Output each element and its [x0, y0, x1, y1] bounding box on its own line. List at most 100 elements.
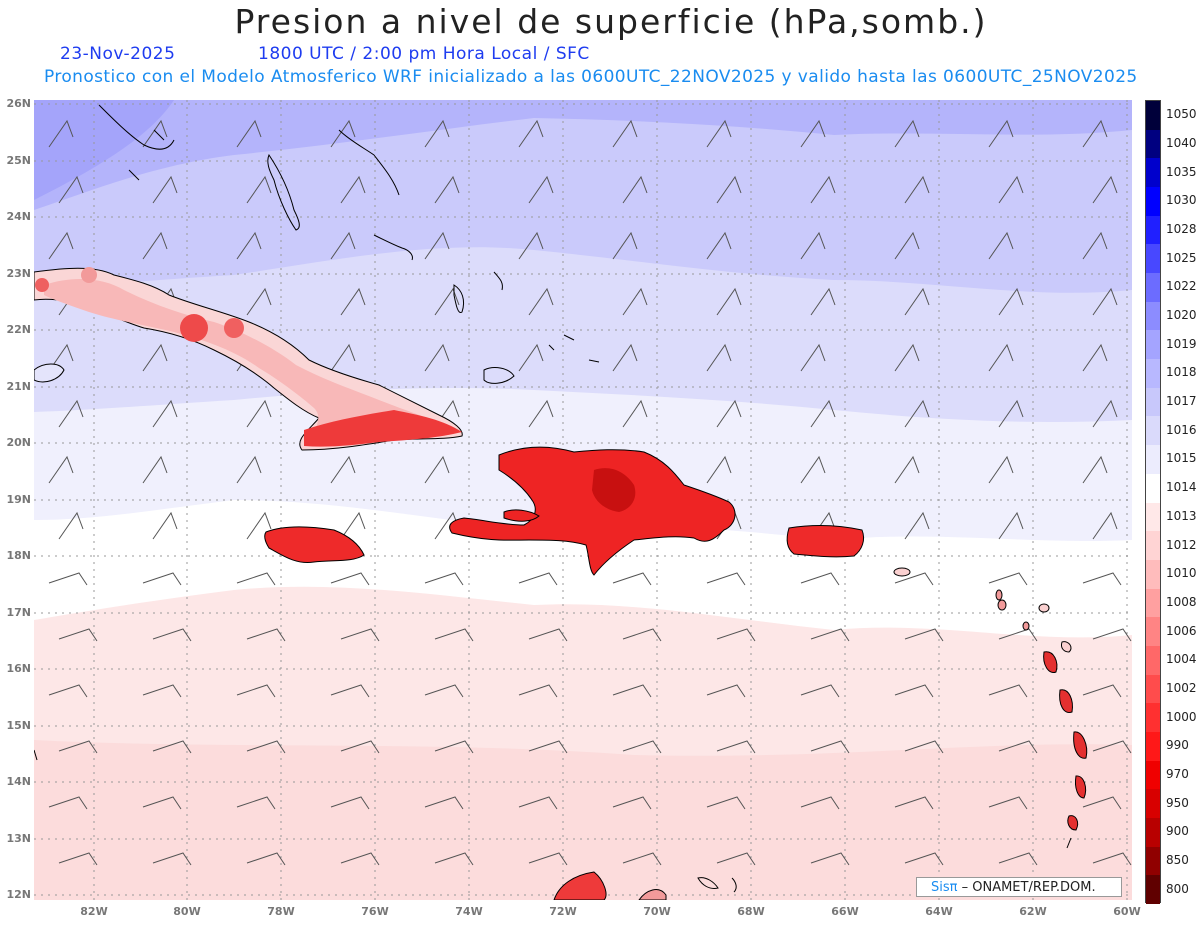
wind-barb [246, 511, 272, 540]
colorbar-segment [1146, 473, 1160, 503]
pressure-band-1018 [34, 100, 1132, 210]
wind-barb [424, 796, 464, 810]
colorbar-segment [1146, 789, 1160, 819]
wind-barb [810, 287, 836, 316]
wind-barb [434, 628, 474, 642]
wind-barb [716, 852, 756, 866]
wind-barb [518, 572, 558, 586]
lon-label: 64W [925, 905, 953, 918]
wind-barb [1082, 796, 1122, 810]
colorbar-level-label: 1018 [1166, 365, 1197, 380]
wind-barb [998, 740, 1038, 754]
wind-barb [330, 231, 356, 260]
wind-barb [152, 628, 192, 642]
lat-label: 21N [6, 380, 31, 393]
wind-barb [48, 343, 74, 372]
lesser-antilles [893, 567, 1088, 849]
colorbar-segment [1146, 158, 1160, 188]
colorbar-level-label: 1016 [1166, 422, 1197, 437]
wind-barb [1092, 175, 1118, 204]
wind-barb [894, 684, 934, 698]
colorbar-segment [1146, 617, 1160, 647]
wind-barb [58, 511, 84, 540]
colorbar-segment [1146, 187, 1160, 217]
colorbar-level-label: 950 [1166, 795, 1189, 810]
wind-barb [142, 119, 168, 148]
colorbar-segment [1146, 273, 1160, 303]
colorbar-level-label: 1013 [1166, 508, 1197, 523]
lon-label: 60W [1113, 905, 1141, 918]
colorbar-level-label: 1017 [1166, 394, 1197, 409]
lat-label: 20N [6, 436, 31, 449]
wind-barb [1082, 119, 1108, 148]
wind-barb [810, 740, 850, 754]
wind-barb [340, 740, 380, 754]
wind-barb [622, 399, 648, 428]
wind-barb [340, 628, 380, 642]
wind-barb [330, 119, 356, 148]
wind-barb [434, 740, 474, 754]
pressure-band-1012 [34, 740, 1132, 900]
wind-barb [810, 852, 850, 866]
wind-barb [706, 119, 732, 148]
wind-barb [622, 175, 648, 204]
wind-barb [1082, 231, 1108, 260]
lon-label: 74W [455, 905, 483, 918]
wind-barb [48, 119, 74, 148]
forecast-date: 23-Nov-2025 [60, 44, 176, 64]
wind-barb [894, 119, 920, 148]
colorbar-level-label: 1000 [1166, 709, 1197, 724]
lat-label: 19N [6, 493, 31, 506]
colorbar-level-label: 1022 [1166, 279, 1197, 294]
wind-barb [236, 572, 276, 586]
wind-barb [904, 511, 930, 540]
wind-barb [424, 119, 450, 148]
pressure-map-canvas [34, 100, 1132, 900]
wind-barb [612, 343, 638, 372]
map-title: Presion a nivel de superficie (hPa,somb.… [234, 2, 988, 41]
wind-barb [518, 119, 544, 148]
wind-barb [998, 852, 1038, 866]
wind-barb [528, 175, 554, 204]
wind-barb [706, 231, 732, 260]
lon-label: 82W [80, 905, 108, 918]
colorbar-level-label: 800 [1166, 881, 1189, 896]
lat-label: 25N [6, 154, 31, 167]
wind-barb [1082, 343, 1108, 372]
wind-barb [58, 399, 84, 428]
hispaniola-island [449, 446, 736, 576]
wind-barb [894, 796, 934, 810]
wind-barb [152, 740, 192, 754]
wind-barb [904, 287, 930, 316]
colorbar-segment [1146, 502, 1160, 532]
colorbar-level-label: 990 [1166, 738, 1189, 753]
wind-barb [330, 343, 356, 372]
wind-barb [988, 231, 1014, 260]
colorbar-segment [1146, 301, 1160, 331]
wind-barb [800, 343, 826, 372]
colorbar-segment [1146, 101, 1160, 131]
wind-barb [518, 796, 558, 810]
wind-barb [706, 572, 746, 586]
wind-barb [904, 740, 944, 754]
wind-barb [236, 119, 262, 148]
colorbar-level-label: 1020 [1166, 308, 1197, 323]
wind-barb [612, 119, 638, 148]
colorbar-level-label: 1030 [1166, 193, 1197, 208]
wind-barb [800, 796, 840, 810]
wind-barb [58, 852, 98, 866]
colorbar-level-label: 1050 [1166, 107, 1197, 122]
colorbar-level-label: 1014 [1166, 480, 1197, 495]
wind-barb [612, 231, 638, 260]
wind-barb [998, 399, 1024, 428]
wind-barb [236, 684, 276, 698]
wind-barb [58, 628, 98, 642]
colorbar-segment [1146, 588, 1160, 618]
wind-barb [48, 796, 88, 810]
wind-barb [1082, 455, 1108, 484]
colorbar-level-label: 1035 [1166, 164, 1197, 179]
puerto-rico-island [786, 525, 865, 558]
wind-barb [622, 740, 662, 754]
colorbar-level-label: 1019 [1166, 336, 1197, 351]
jamaica-island [264, 526, 365, 564]
